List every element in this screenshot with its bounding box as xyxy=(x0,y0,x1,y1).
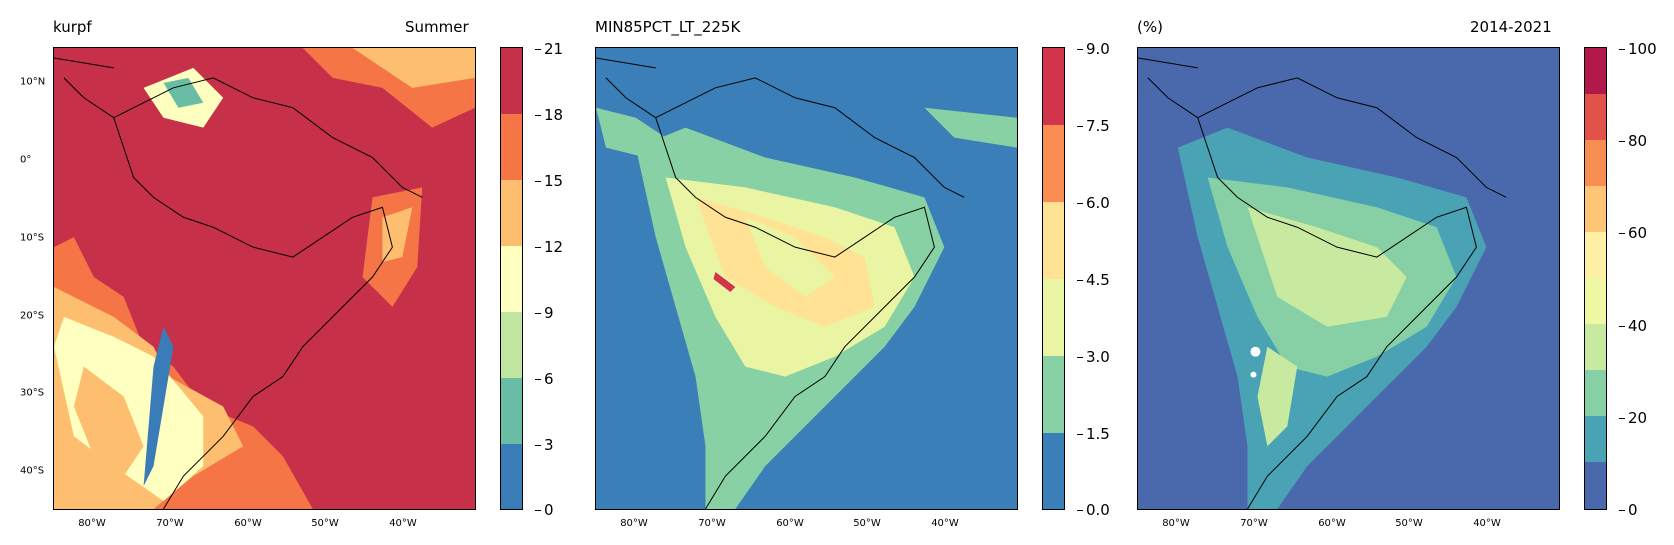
colorbar-2 xyxy=(1042,47,1065,510)
colorbar-3-tick: 40 xyxy=(1618,317,1648,335)
colorbar-3-tick: 20 xyxy=(1618,409,1648,427)
map-panel-1[interactable] xyxy=(53,47,476,510)
colorbar-1-tick: 21 xyxy=(534,40,564,58)
lat-tick: 20°S xyxy=(20,310,45,322)
colorbar-1-tick: 0 xyxy=(535,501,554,519)
colorbar-2-tick: 0.0 xyxy=(1077,501,1110,519)
colorbar-1-tick: 15 xyxy=(534,172,564,190)
colorbar-1-tick: 9 xyxy=(535,304,554,322)
lon-tick: 50°W xyxy=(853,518,881,529)
panel-2-left-title: MIN85PCT_LT_225K xyxy=(595,18,741,36)
map-panel-3[interactable] xyxy=(1137,47,1560,510)
colorbar-2-tick: 4.5 xyxy=(1077,271,1110,289)
colorbar-3-tick: 80 xyxy=(1618,132,1648,150)
colorbar-2-tick: 6.0 xyxy=(1077,194,1110,212)
colorbar-3-tick: 60 xyxy=(1618,224,1648,242)
lon-tick: 60°W xyxy=(776,518,804,529)
lon-tick: 40°W xyxy=(1473,518,1501,529)
lat-tick: 30°S xyxy=(20,387,45,399)
map-1-canvas xyxy=(54,48,475,509)
panel-1-left-title: kurpf xyxy=(53,18,92,36)
lon-tick: 40°W xyxy=(931,518,959,529)
lat-tick: 40°S xyxy=(20,465,45,477)
map-2-canvas xyxy=(596,48,1017,509)
lon-tick: 70°W xyxy=(156,518,184,529)
lon-tick: 40°W xyxy=(389,518,417,529)
colorbar-2-tick: 9.0 xyxy=(1077,40,1110,58)
lon-tick: 50°W xyxy=(1395,518,1423,529)
colorbar-1-tick: 3 xyxy=(535,436,554,454)
lon-tick: 70°W xyxy=(698,518,726,529)
colorbar-3-tick: 100 xyxy=(1619,40,1657,58)
colorbar-3-tick: 0 xyxy=(1619,501,1638,519)
colorbar-2-tick: 3.0 xyxy=(1077,348,1110,366)
panel-3-right-title: 2014-2021 xyxy=(1470,18,1552,36)
colorbar-1-tick: 18 xyxy=(534,106,564,124)
map-panel-2[interactable] xyxy=(595,47,1018,510)
colorbar-1-tick: 6 xyxy=(535,370,554,388)
panel-1-right-title: Summer xyxy=(405,18,469,36)
lon-tick: 50°W xyxy=(311,518,339,529)
lon-tick: 60°W xyxy=(1318,518,1346,529)
colorbar-1 xyxy=(500,47,523,510)
lon-tick: 60°W xyxy=(234,518,262,529)
lon-tick: 80°W xyxy=(78,518,106,529)
panel-3-left-title: (%) xyxy=(1137,18,1163,36)
lon-tick: 70°W xyxy=(1240,518,1268,529)
lat-tick: 10°S xyxy=(20,232,45,244)
lon-tick: 80°W xyxy=(1162,518,1190,529)
colorbar-2-tick: 1.5 xyxy=(1077,425,1110,443)
lat-tick: 10°N xyxy=(20,76,46,88)
colorbar-3 xyxy=(1584,47,1607,510)
colorbar-1-tick: 12 xyxy=(534,238,564,256)
lat-tick: 0° xyxy=(20,154,32,166)
colorbar-2-tick: 7.5 xyxy=(1077,117,1110,135)
lon-tick: 80°W xyxy=(620,518,648,529)
map-3-canvas xyxy=(1138,48,1559,509)
